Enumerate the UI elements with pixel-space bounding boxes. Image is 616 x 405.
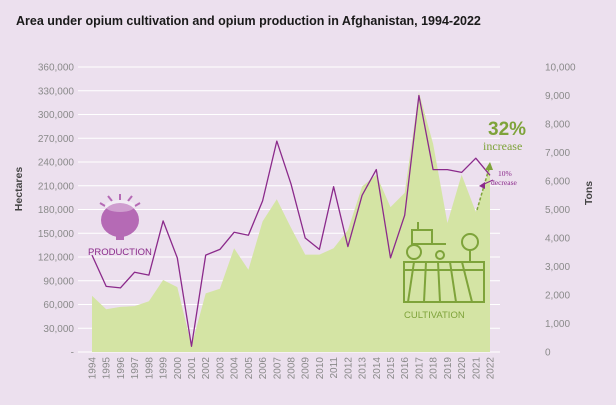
x-tick-label: 1996: [116, 357, 127, 380]
right-tick-label: 0: [545, 348, 551, 359]
left-tick-label: 360,000: [38, 63, 75, 74]
left-tick-label: 240,000: [38, 158, 75, 169]
chart-title: Area under opium cultivation and opium p…: [16, 14, 481, 28]
x-tick-label: 2002: [201, 357, 212, 380]
left-tick-label: 270,000: [38, 134, 75, 145]
right-tick-label: 10,000: [545, 63, 576, 74]
x-tick-label: 2008: [287, 357, 298, 380]
left-tick-label: 90,000: [43, 276, 74, 287]
decrease-word-label: decrease: [491, 178, 517, 187]
right-axis: 0 1,000 2,000 3,000 4,000 5,000 6,000 7,000 8,00…: [545, 63, 576, 359]
x-tick-label: 2005: [244, 357, 255, 380]
x-tick-label: 2000: [173, 357, 184, 380]
x-tick-label: 2013: [358, 357, 369, 380]
production-label: PRODUCTION: [88, 247, 152, 258]
right-tick-label: 5,000: [545, 205, 570, 216]
increase-arrow: [476, 164, 491, 211]
right-tick-label: 7,000: [545, 148, 570, 159]
x-tick-label: 2010: [315, 357, 326, 380]
tractor-field-icon: [403, 222, 485, 303]
tree-icon: [461, 233, 479, 262]
y-axis-title-left: Hectares: [13, 167, 25, 212]
increase-arrow-head: [485, 162, 493, 170]
decrease-arrow-head: [479, 182, 485, 189]
x-tick-label: 1999: [159, 357, 170, 380]
x-tick-label: 2001: [187, 357, 198, 380]
left-tick-label: 330,000: [38, 86, 75, 97]
decrease-pct-label: 10%: [498, 169, 512, 178]
x-tick-label: 2012: [343, 357, 354, 380]
x-tick-label: 2003: [215, 357, 226, 380]
increase-word-label: increase: [483, 139, 522, 153]
right-tick-label: 1,000: [545, 319, 570, 330]
right-tick-label: 4,000: [545, 234, 570, 245]
left-axis: - 30,000 60,000 90,000 120,000 150,000 180,000…: [38, 63, 75, 359]
x-tick-label: 2017: [414, 357, 425, 380]
x-tick-label: 2015: [386, 357, 397, 380]
cultivation-label: CULTIVATION: [404, 310, 465, 321]
x-tick-label: 1994: [88, 357, 99, 380]
left-tick-label: 180,000: [38, 205, 75, 216]
left-tick-label: 120,000: [38, 253, 75, 264]
x-tick-label: 2020: [457, 357, 468, 380]
right-tick-label: 9,000: [545, 91, 570, 102]
x-tick-label: 2004: [230, 357, 241, 380]
x-axis: 1994 1995 1996 1997 1998 1999 2000 2001 2002 2003…: [88, 357, 497, 380]
x-tick-label: 2007: [272, 357, 283, 380]
cultivation-area-layer: [92, 92, 490, 353]
production-line-layer: [91, 94, 491, 347]
x-tick-label: 2019: [443, 357, 454, 380]
increase-pct-label: 32%: [488, 119, 526, 140]
x-tick-label: 2011: [329, 357, 340, 379]
x-tick-label: 1998: [144, 357, 155, 380]
cultivation-area: [92, 92, 490, 353]
left-tick-label: 300,000: [38, 110, 75, 121]
left-tick-label: 60,000: [43, 300, 74, 311]
x-tick-label: 1997: [130, 357, 141, 380]
x-tick-label: 2022: [486, 357, 497, 380]
x-tick-label: 2018: [429, 357, 440, 380]
left-tick-label: 150,000: [38, 229, 75, 240]
right-tick-label: 8,000: [545, 120, 570, 131]
x-tick-label: 2021: [471, 357, 482, 380]
x-tick-label: 2014: [372, 357, 383, 380]
right-tick-label: 3,000: [545, 262, 570, 273]
x-tick-label: 2016: [400, 357, 411, 380]
right-tick-label: 2,000: [545, 291, 570, 302]
left-tick-label: -: [71, 348, 74, 359]
left-tick-label: 30,000: [43, 324, 74, 335]
x-tick-label: 1995: [102, 357, 113, 380]
poppy-icon: [99, 194, 141, 240]
x-tick-label: 2009: [301, 357, 312, 380]
y-axis-title-right: Tons: [583, 181, 595, 205]
left-tick-label: 210,000: [38, 181, 75, 192]
x-tick-label: 2006: [258, 357, 269, 380]
right-tick-label: 6,000: [545, 177, 570, 188]
